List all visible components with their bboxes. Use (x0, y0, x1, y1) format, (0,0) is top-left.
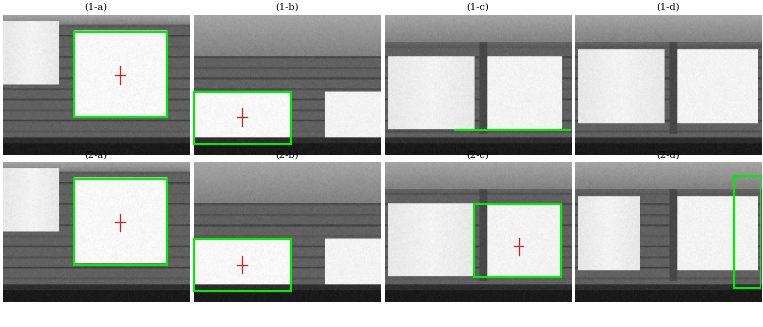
Text: (1-c): (1-c) (466, 3, 489, 12)
Text: (1-b): (1-b) (275, 3, 298, 12)
Bar (74, 32, 167, 117)
Text: (2-c): (2-c) (466, 150, 489, 159)
Text: (1-d): (1-d) (657, 3, 680, 12)
Text: (2-d): (2-d) (657, 150, 680, 159)
Text: (2-a): (2-a) (85, 150, 108, 159)
Bar (194, 92, 291, 144)
Bar (733, 176, 761, 288)
Bar (474, 204, 562, 277)
Bar (194, 239, 291, 291)
Text: (1-a): (1-a) (85, 3, 108, 12)
Bar (74, 179, 167, 265)
Text: (2-b): (2-b) (275, 150, 298, 159)
